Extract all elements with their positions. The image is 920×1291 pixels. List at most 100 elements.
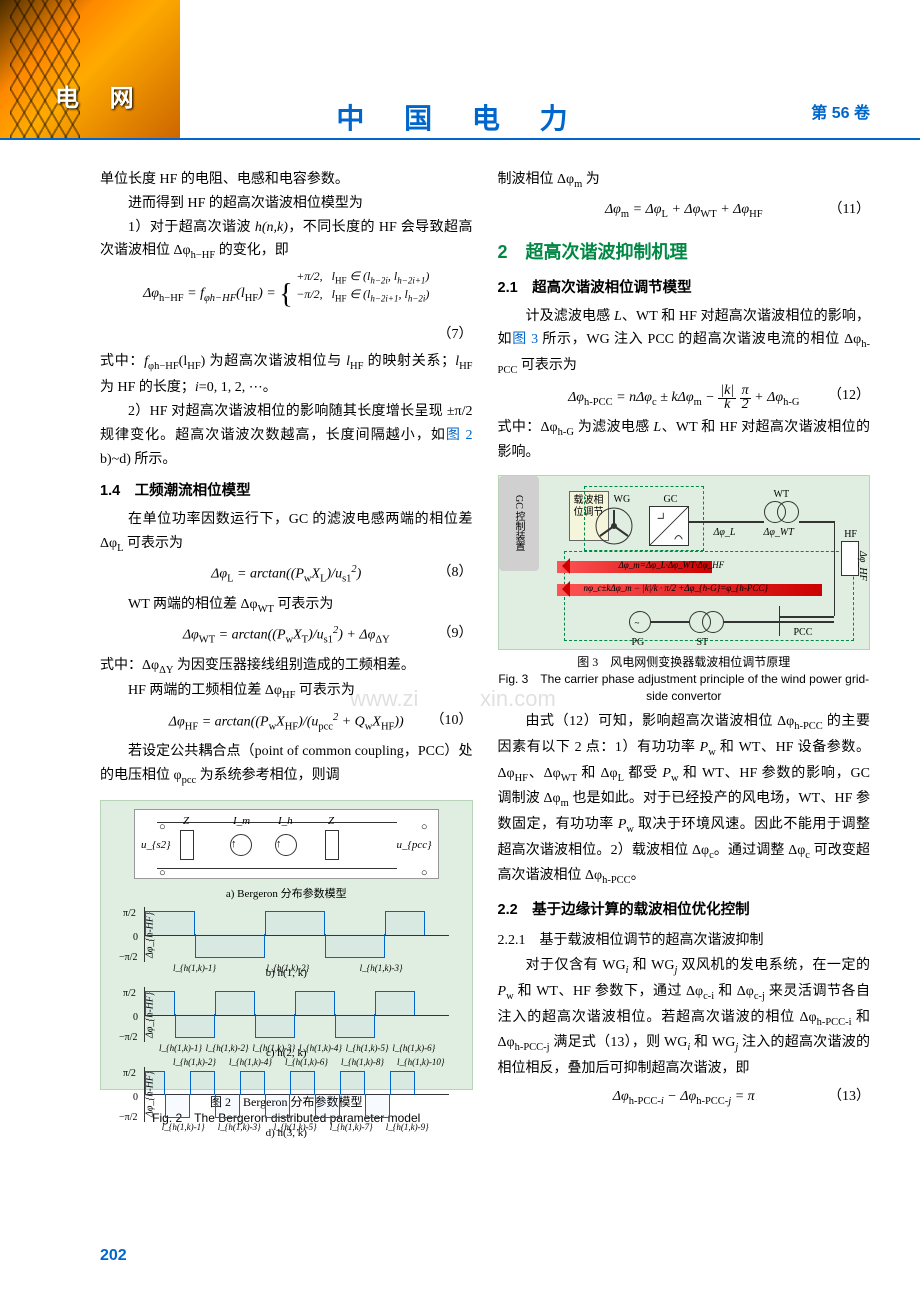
eq-number: （12）: [828, 384, 870, 408]
label-hf: HF: [844, 526, 857, 543]
label-im: I_m: [233, 812, 250, 831]
para: 在单位功率因数运行下，GC 的滤波电感两端的相位差 ΔφL 可表示为: [100, 508, 473, 557]
page-header: 电 网 中 国 电 力 第 56 卷: [0, 0, 920, 140]
ytick: π/2: [123, 1065, 136, 1082]
text: 为: [582, 172, 600, 187]
text: 为因变压器接线组别造成的工频相差。: [173, 658, 415, 673]
para: WT 两端的相位差 ΔφWT 可表示为: [100, 593, 473, 619]
para: 计及滤波电感 L、WT 和 HF 对超高次谐波相位的影响，如图 3 所示，WG …: [498, 305, 871, 380]
text: 。通过调整 Δφ: [714, 843, 806, 858]
ytick: −π/2: [119, 1109, 137, 1126]
label-pcc: PCC: [794, 624, 813, 641]
fig-ref-link[interactable]: 图 2: [446, 428, 473, 443]
para: 式中：ΔφΔY 为因变压器接线组别造成的工频相差。: [100, 654, 473, 680]
text: WT 两端的相位差 Δφ: [128, 597, 258, 612]
label-gc: GC: [664, 491, 678, 508]
caption-cn: 图 3 风电网侧变换器载波相位调节原理: [577, 655, 790, 669]
text: 都受: [624, 766, 662, 781]
label-wg: WG: [614, 491, 631, 508]
section-2-1: 2.1 超高次谐波相位调节模型: [498, 276, 871, 301]
equation-10: ΔφHF = arctan((PwXHF)/(upcc2 + QwXHF)) （…: [100, 709, 473, 736]
para: 式中：Δφh-G 为滤波电感 L、WT 和 HF 对超高次谐波相位的影响。: [498, 416, 871, 465]
source-ih: ↑: [275, 834, 297, 856]
subscript: w: [708, 747, 716, 758]
text: 可表示为: [517, 358, 577, 373]
var: L: [614, 309, 622, 324]
inverter-icon: [649, 506, 689, 546]
label-dphi-l: Δφ_L: [714, 524, 736, 541]
subscript: w: [671, 773, 679, 784]
ytick: π/2: [123, 985, 136, 1002]
label-upcc: u_{pcc}: [396, 836, 431, 855]
fig2-plot-c: Δφ_{h-HF} π/2 0 −π/2 l_{h(1,k)-1}l_{h(1,…: [144, 987, 449, 1042]
text: 对于仅含有 WG: [526, 958, 626, 973]
figure-3-caption: 图 3 风电网侧变换器载波相位调节原理 Fig. 3 The carrier p…: [498, 654, 871, 704]
subscript: ΔY: [159, 664, 173, 675]
para: 1）对于超高次谐波 h(n,k)，不同长度的 HF 会导致超高次谐波相位 Δφh…: [100, 216, 473, 265]
caption-en: Fig. 3 The carrier phase adjustment prin…: [498, 672, 869, 703]
subscript: HF: [187, 361, 200, 372]
page-number: 202: [100, 1242, 127, 1269]
equation-13: Δφh-PCC-i − Δφh-PCC-j = π （13）: [498, 1085, 871, 1111]
source-im: ↑: [230, 834, 252, 856]
para: 进而得到 HF 的超高次谐波相位模型为: [100, 192, 473, 216]
para: 2）HF 对超高次谐波相位的影响随其长度增长呈现 ±π/2 规律变化。超高次谐波…: [100, 400, 473, 471]
subscript: HF: [459, 361, 472, 372]
gc-control-box: GC 控制装置: [499, 476, 539, 571]
equation-7-num: （7）: [100, 323, 473, 347]
text: 和 Δφ: [714, 984, 754, 999]
section-2-2-1: 2.2.1 基于载波相位调节的超高次谐波抑制: [498, 929, 871, 953]
text: 计及滤波电感: [526, 309, 614, 324]
label-wt: WT: [774, 486, 790, 503]
text: 和 WT、HF 参数下，通过 Δφ: [514, 984, 703, 999]
text: 满足式（13），则 WG: [550, 1035, 688, 1050]
ytick: 0: [133, 1089, 138, 1106]
var: P: [700, 740, 709, 755]
pg-icon: ~: [629, 611, 651, 633]
subscript: c-j: [754, 991, 765, 1002]
ytick: 0: [133, 1009, 138, 1026]
impedance-z1: [180, 830, 194, 860]
text: 的映射关系；: [363, 354, 455, 369]
subscript: WT: [561, 773, 577, 784]
ytick: −π/2: [119, 1029, 137, 1046]
var: P: [498, 984, 507, 999]
subscript: h-PCC: [602, 875, 631, 886]
text: 和 Δφ: [577, 766, 618, 781]
ytick: 0: [133, 929, 138, 946]
fig-ref-link[interactable]: 图 3: [512, 332, 538, 347]
text: 2）HF 对超高次谐波相位的影响随其长度增长呈现 ±π/2 规律变化。超高次谐波…: [100, 404, 473, 443]
label-dphi-hf: Δφ_HF: [854, 551, 871, 581]
figure-2: u_{s2} Z ↑ I_m ↑ I_h Z u_{pcc} ○ ○ ○ ○ a…: [100, 800, 473, 1128]
subscript: h-PCC-j: [515, 1042, 550, 1053]
subscript: w: [626, 824, 634, 835]
text: 式中：Δφ: [498, 420, 558, 435]
ytick: π/2: [123, 905, 136, 922]
text: 为系统参考相位，则调: [196, 768, 340, 783]
subscript: pcc: [182, 775, 197, 786]
label-z2: Z: [328, 812, 334, 831]
red-eq-mid: Δφ_m=Δφ_L·Δφ_WT·Δφ_HF: [619, 558, 725, 573]
para: 对于仅含有 WGi 和 WGj 双风机的发电系统，在一定的 Pw 和 WT、HF…: [498, 954, 871, 1080]
subscript: w: [506, 991, 514, 1002]
fig2a-caption: a) Bergeron 分布参数模型: [109, 885, 464, 904]
text: 制波相位 Δφ: [498, 172, 575, 187]
text: HF 两端的工频相位差 Δφ: [128, 683, 282, 698]
eq-number: （8）: [438, 561, 473, 585]
fig2-plot-b: Δφ_{h-HF} π/2 0 −π/2 l_{h(1,k)-1}l_{h(1,…: [144, 907, 449, 962]
label-dphi-wt: Δφ_WT: [764, 524, 794, 541]
subscript: HF: [282, 690, 295, 701]
text: 和 WG: [629, 958, 675, 973]
subscript: HF: [350, 361, 363, 372]
subscript: h-G: [558, 426, 574, 437]
para: 由式（12）可知，影响超高次谐波相位 Δφh-PCC 的主要因素有以下 2 点：…: [498, 710, 871, 889]
para: HF 两端的工频相位差 ΔφHF 可表示为: [100, 679, 473, 705]
subscript: m: [561, 798, 569, 809]
section-2-2: 2.2 基于边缘计算的载波相位优化控制: [498, 898, 871, 923]
ytick: −π/2: [119, 949, 137, 966]
subscript: h-PCC-i: [817, 1016, 852, 1027]
text: 1）对于超高次谐波: [128, 220, 255, 235]
text: 可表示为: [124, 536, 184, 551]
text: 由式（12）可知，影响超高次谐波相位 Δφ: [526, 714, 795, 729]
equation-8: ΔφL = arctan((PwXL)/us12) （8）: [100, 561, 473, 588]
